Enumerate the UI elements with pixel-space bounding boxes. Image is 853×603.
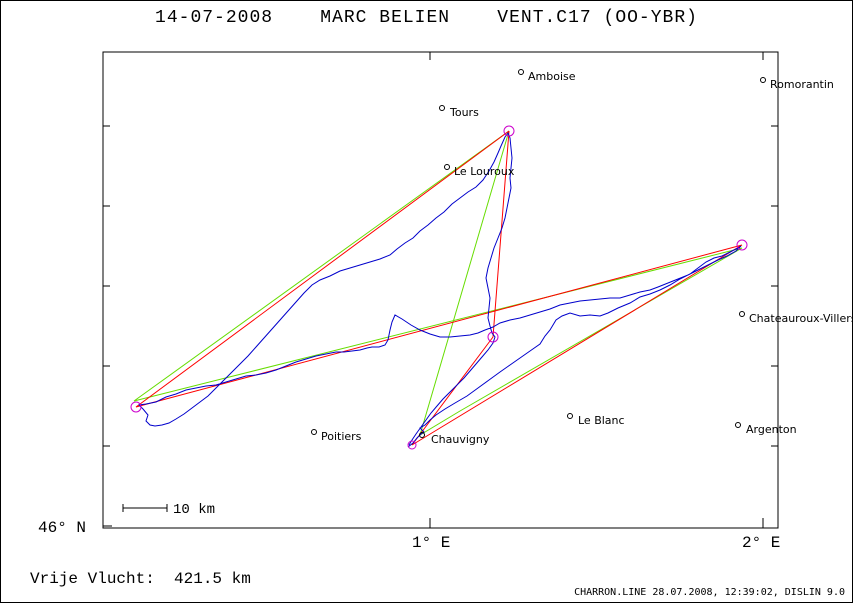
svg-text:Chateauroux-Villers: Chateauroux-Villers bbox=[749, 312, 853, 325]
town-le-louroux: Le Louroux bbox=[444, 164, 515, 178]
town-chauvigny: Chauvigny bbox=[419, 432, 490, 446]
scale-bar bbox=[122, 504, 168, 512]
svg-text:Le Louroux: Le Louroux bbox=[454, 165, 515, 178]
turnpoint-start-finish bbox=[407, 440, 417, 450]
svg-text:Argenton: Argenton bbox=[746, 423, 797, 436]
longitude-label-1e: 1° E bbox=[412, 534, 450, 552]
flight-title: 14-07-2008 MARC BELIEN VENT.C17 (OO-YBR) bbox=[155, 8, 698, 28]
turnpoint-1 bbox=[503, 125, 515, 137]
gps-track bbox=[137, 131, 742, 448]
town-le-blanc: Le Blanc bbox=[567, 413, 625, 427]
optimized-course-line bbox=[133, 130, 743, 437]
generator-footer: CHARRON.LINE 28.07.2008, 12:39:02, DISLI… bbox=[574, 587, 845, 598]
town-amboise: Amboise bbox=[518, 69, 576, 83]
turnpoint-4 bbox=[130, 401, 142, 413]
axis-ticks bbox=[103, 52, 778, 528]
svg-text:Amboise: Amboise bbox=[528, 70, 576, 83]
declared-course-line bbox=[135, 130, 743, 446]
turnpoint-markers bbox=[130, 125, 748, 450]
svg-text:Chauvigny: Chauvigny bbox=[431, 433, 490, 446]
free-flight-distance: Vrije Vlucht: 421.5 km bbox=[30, 570, 251, 588]
town-romorantin: Romorantin bbox=[760, 77, 834, 91]
town-argenton: Argenton bbox=[735, 422, 797, 436]
longitude-label-2e: 2° E bbox=[742, 534, 780, 552]
svg-text:Poitiers: Poitiers bbox=[321, 430, 362, 443]
scale-bar-label: 10 km bbox=[173, 502, 215, 518]
turnpoint-2 bbox=[736, 239, 748, 251]
svg-text:Romorantin: Romorantin bbox=[770, 78, 834, 91]
map-plot-frame bbox=[102, 51, 779, 529]
latitude-label: 46° N bbox=[38, 519, 86, 537]
town-poitiers: Poitiers bbox=[311, 429, 362, 443]
svg-text:Tours: Tours bbox=[449, 106, 479, 119]
town-tours: Tours bbox=[439, 105, 479, 119]
svg-text:Le Blanc: Le Blanc bbox=[578, 414, 625, 427]
turnpoint-3 bbox=[487, 331, 499, 343]
town-chateauroux-villers: Chateauroux-Villers bbox=[739, 311, 853, 325]
